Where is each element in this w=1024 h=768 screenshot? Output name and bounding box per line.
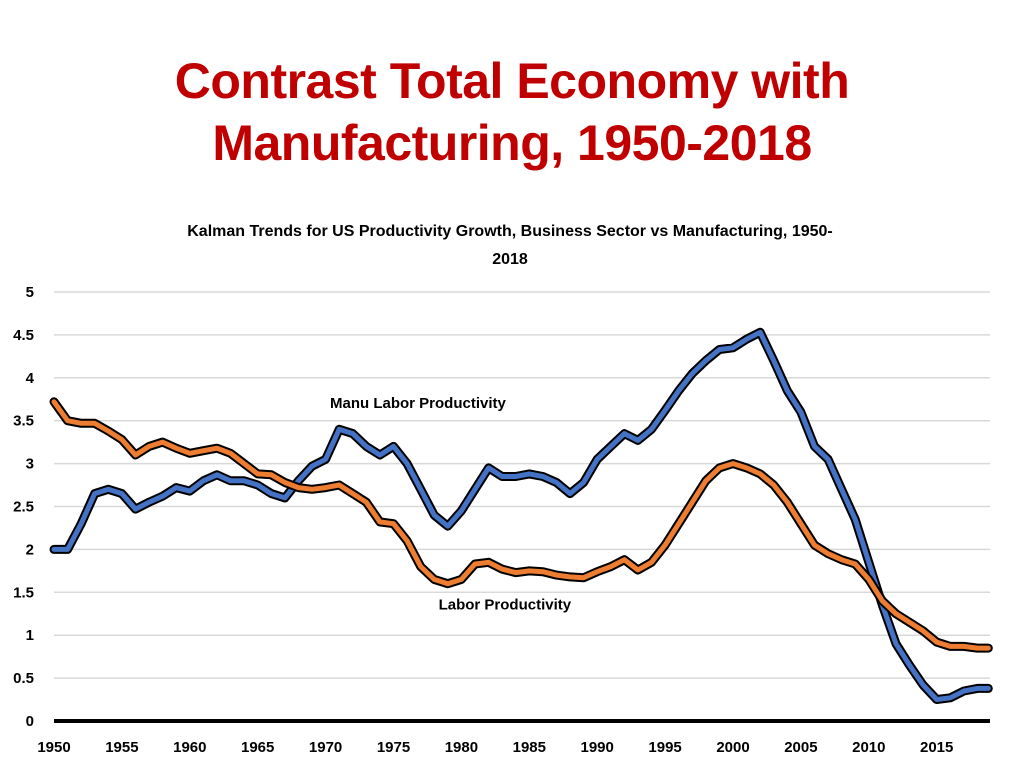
- x-tick-label: 1965: [241, 739, 274, 756]
- slide-title-line1: Contrast Total Economy with: [174, 53, 850, 109]
- x-tick-label: 2000: [716, 739, 749, 756]
- x-tick-label: 1960: [173, 739, 206, 756]
- annotation-label: Labor Productivity: [439, 596, 572, 613]
- chart-title: Kalman Trends for US Productivity Growth…: [100, 218, 920, 274]
- gridlines: [54, 291, 990, 679]
- y-tick-label: 0: [26, 713, 34, 730]
- x-tick-label: 1975: [377, 739, 410, 756]
- y-tick-label: 3.5: [13, 413, 34, 430]
- series-lines: [49, 327, 993, 704]
- slide-title: Contrast Total Economy with Manufacturin…: [0, 50, 1024, 174]
- y-tick-label: 2.5: [13, 499, 34, 516]
- chart-title-line1: Kalman Trends for US Productivity Growth…: [187, 223, 833, 240]
- x-tick-label: 2005: [784, 739, 817, 756]
- series-line-labor-productivity: [51, 399, 991, 651]
- y-tick-label: 1.5: [13, 584, 34, 601]
- x-tick-label: 1980: [445, 739, 478, 756]
- x-tick-label: 1970: [309, 739, 342, 756]
- y-tick-label: 0.5: [13, 670, 34, 687]
- x-tick-label: 1985: [513, 739, 546, 756]
- series-line-manu-labor-productivity: [51, 329, 991, 702]
- x-tick-label: 1995: [648, 739, 681, 756]
- y-tick-label: 3: [26, 456, 34, 473]
- y-tick-label: 2: [26, 541, 34, 558]
- x-axis-ticks: 1950 1955 1960 1965 1970 1975 1980 1985 1990 1995…: [37, 739, 953, 756]
- x-tick-label: 1950: [37, 739, 70, 756]
- y-tick-label: 4.5: [13, 327, 34, 344]
- annotation-label: Manu Labor Productivity: [330, 395, 507, 412]
- chart-title-line2: 2018: [492, 251, 528, 268]
- x-tick-label: 2010: [852, 739, 885, 756]
- y-tick-label: 5: [26, 284, 34, 301]
- x-tick-label: 1990: [581, 739, 614, 756]
- series-outline-manu-labor-productivity: [49, 327, 993, 704]
- annotations: Manu Labor Productivity Labor Productivit…: [330, 395, 572, 614]
- x-tick-label: 1955: [105, 739, 138, 756]
- y-tick-label: 4: [26, 370, 35, 387]
- y-tick-label: 1: [26, 627, 34, 644]
- y-axis-ticks: 0 0.5 1 1.5 2 2.5 3 3.5 4 4.5 5: [13, 284, 35, 730]
- slide-title-line2: Manufacturing, 1950-2018: [212, 115, 812, 171]
- x-tick-label: 2015: [920, 739, 953, 756]
